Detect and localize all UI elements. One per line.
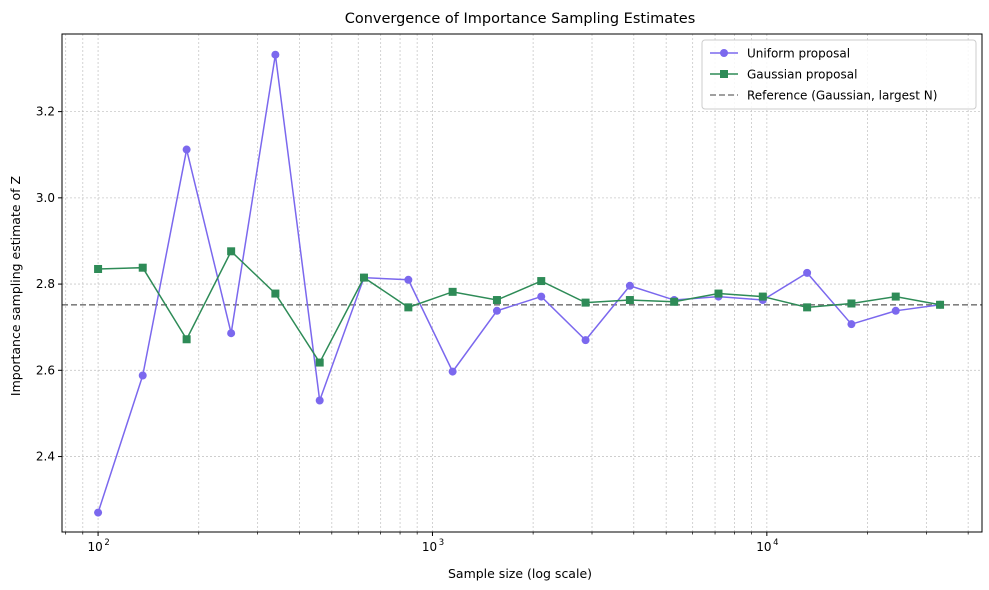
x-axis-label: Sample size (log scale) <box>448 566 592 581</box>
data-point-gaussian <box>581 298 590 307</box>
data-point-uniform <box>404 275 413 284</box>
legend-label-gaussian: Gaussian proposal <box>747 68 857 82</box>
data-point-uniform <box>581 336 590 345</box>
data-point-gaussian <box>803 303 812 312</box>
data-point-gaussian <box>227 247 236 256</box>
data-point-gaussian <box>670 297 679 306</box>
legend-box <box>701 39 977 110</box>
data-point-uniform <box>94 508 103 517</box>
data-point-uniform <box>625 281 634 290</box>
plot-frame <box>61 33 983 533</box>
x-tick-label: 10 <box>422 540 437 554</box>
y-tick-label: 2.6 <box>36 363 55 377</box>
series-line-gaussian <box>98 250 941 365</box>
data-point-uniform <box>803 268 812 277</box>
data-point-gaussian <box>847 299 856 308</box>
data-point-gaussian <box>315 358 324 367</box>
data-point-uniform <box>227 329 236 338</box>
data-point-uniform <box>537 292 546 301</box>
data-point-gaussian <box>492 296 501 305</box>
y-tick-label: 2.8 <box>36 277 55 291</box>
data-point-gaussian <box>404 303 413 312</box>
data-point-gaussian <box>891 292 900 301</box>
legend-label-uniform: Uniform proposal <box>747 47 850 61</box>
data-point-gaussian <box>138 263 147 272</box>
y-axis-ticks: 2.4 2.6 2.8 3.0 3.2 <box>36 105 62 464</box>
data-point-gaussian <box>625 296 634 305</box>
data-point-uniform <box>315 396 324 405</box>
y-tick-label: 2.4 <box>36 450 55 464</box>
data-point-gaussian <box>94 264 103 273</box>
legend: Uniform proposal Gaussian proposal Referen… <box>701 39 977 110</box>
x-tick-label-exponent: 4 <box>773 538 778 548</box>
data-point-uniform <box>138 371 147 380</box>
data-point-gaussian <box>448 287 457 296</box>
data-point-gaussian <box>182 335 191 344</box>
data-point-gaussian <box>537 277 546 286</box>
data-point-uniform <box>891 306 900 315</box>
data-point-gaussian <box>359 273 368 282</box>
data-point-uniform <box>271 50 280 59</box>
x-axis-ticks: 10 2 10 3 10 4 <box>65 532 969 554</box>
x-tick-label-exponent: 2 <box>104 538 109 548</box>
series-group <box>94 50 945 517</box>
data-point-gaussian <box>271 289 280 298</box>
legend-label-reference: Reference (Gaussian, largest N) <box>747 89 937 103</box>
data-point-gaussian <box>936 300 945 309</box>
data-point-uniform <box>448 367 457 376</box>
x-tick-label: 10 <box>756 540 771 554</box>
series-line-uniform <box>97 54 941 513</box>
x-tick-label: 10 <box>87 540 102 554</box>
legend-marker-gaussian <box>720 70 728 78</box>
data-point-gaussian <box>758 292 767 301</box>
y-tick-label: 3.2 <box>36 105 55 119</box>
grid-lines <box>62 34 982 532</box>
chart-title: Convergence of Importance Sampling Estim… <box>345 11 696 27</box>
legend-marker-uniform <box>720 49 728 57</box>
data-point-uniform <box>492 306 501 315</box>
y-axis-label: Importance sampling estimate of Z <box>8 176 23 396</box>
data-point-gaussian <box>714 289 723 298</box>
data-point-uniform <box>847 320 856 329</box>
data-point-uniform <box>182 145 191 154</box>
y-tick-label: 3.0 <box>36 191 55 205</box>
x-tick-label-exponent: 3 <box>439 538 444 548</box>
